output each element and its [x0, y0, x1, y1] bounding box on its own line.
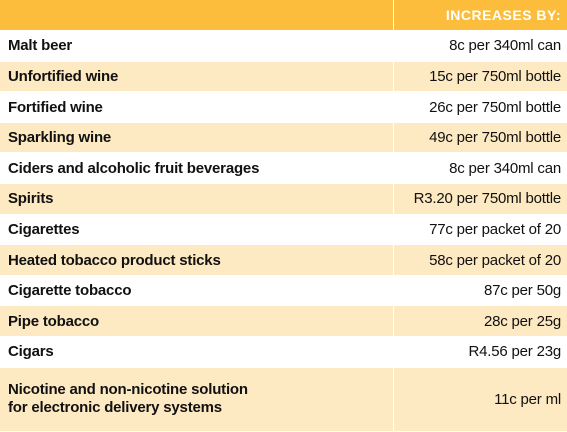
table-row: Cigarettes 77c per packet of 20 [0, 214, 567, 246]
table-row: Fortified wine 26c per 750ml bottle [0, 91, 567, 123]
row-increase: R3.20 per 750ml bottle [392, 183, 567, 215]
row-increase: 58c per packet of 20 [392, 244, 567, 276]
table-row: Cigarette tobacco 87c per 50g [0, 275, 567, 307]
table-row: Pipe tobacco 28c per 25g [0, 305, 567, 338]
table-header-row: INCREASES BY: [0, 0, 567, 31]
row-increase: 49c per 750ml bottle [392, 122, 567, 154]
row-item: Heated tobacco product sticks [0, 244, 393, 276]
row-item: Sparkling wine [0, 122, 393, 154]
row-increase: 77c per packet of 20 [392, 214, 567, 246]
table-row: Sparkling wine 49c per 750ml bottle [0, 122, 567, 154]
table-row: Heated tobacco product sticks 58c per pa… [0, 244, 567, 276]
table-row: Ciders and alcoholic fruit beverages 8c … [0, 152, 567, 185]
table-row: Spirits R3.20 per 750ml bottle [0, 183, 567, 215]
row-item: Cigarettes [0, 214, 393, 246]
row-increase: 11c per ml [392, 367, 567, 432]
row-item: Spirits [0, 183, 393, 215]
row-item-line-2: for electronic delivery systems [8, 399, 222, 417]
row-increase: 15c per 750ml bottle [392, 61, 567, 93]
row-item: Ciders and alcoholic fruit beverages [0, 152, 393, 185]
row-increase: R4.56 per 23g [392, 336, 567, 368]
row-item: Pipe tobacco [0, 305, 393, 338]
row-item: Nicotine and non-nicotine solution for e… [0, 367, 393, 432]
table-row: Unfortified wine 15c per 750ml bottle [0, 61, 567, 93]
row-item: Cigarette tobacco [0, 275, 393, 307]
table-row: Cigars R4.56 per 23g [0, 336, 567, 368]
row-item-line-1: Nicotine and non-nicotine solution [8, 381, 248, 399]
row-increase: 87c per 50g [392, 275, 567, 307]
row-item: Unfortified wine [0, 61, 393, 93]
row-increase: 8c per 340ml can [392, 30, 567, 62]
header-increase-cell: INCREASES BY: [392, 0, 567, 31]
header-item-cell [0, 0, 393, 31]
table-row: Malt beer 8c per 340ml can [0, 30, 567, 62]
row-item: Cigars [0, 336, 393, 368]
row-increase: 28c per 25g [392, 305, 567, 338]
row-increase: 8c per 340ml can [392, 152, 567, 185]
row-item: Malt beer [0, 30, 393, 62]
row-item: Fortified wine [0, 91, 393, 123]
table-row: Nicotine and non-nicotine solution for e… [0, 367, 567, 432]
row-increase: 26c per 750ml bottle [392, 91, 567, 123]
